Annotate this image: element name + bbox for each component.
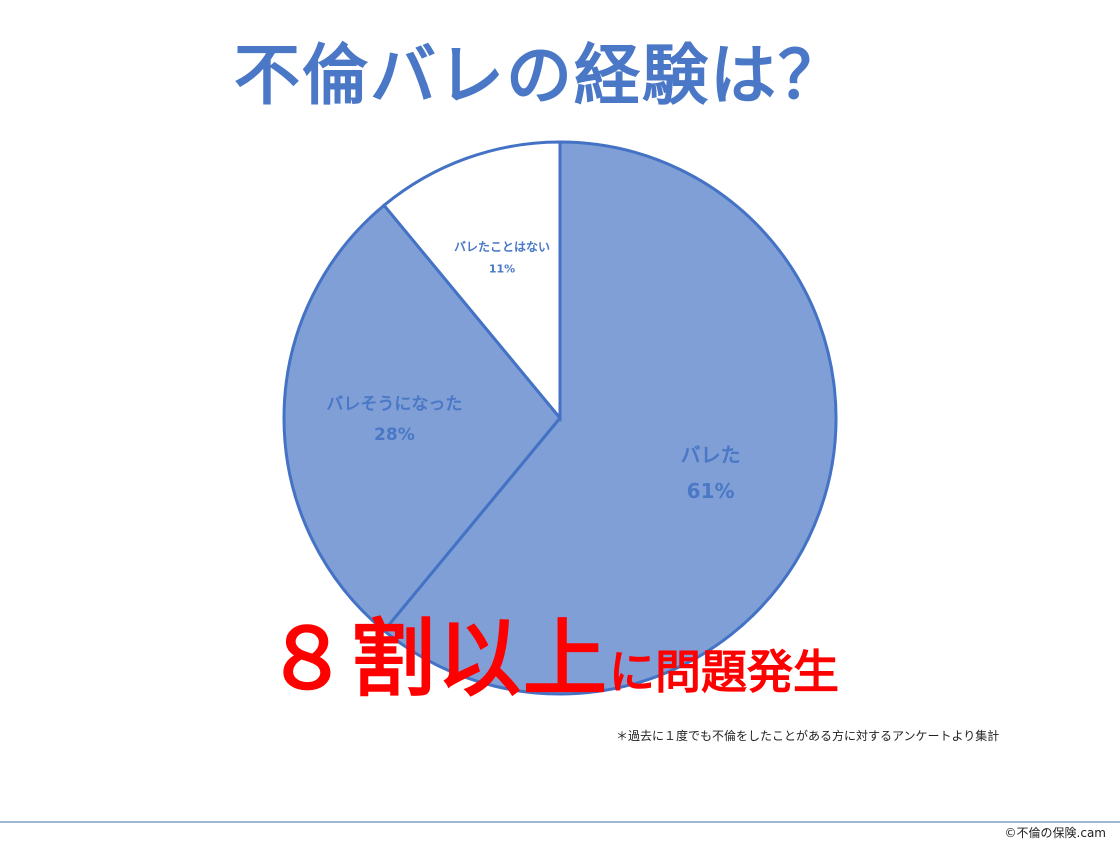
copyright: ©不倫の保険.cam (1004, 826, 1106, 840)
footer-divider (0, 821, 1120, 823)
headline: ８割以上に問題発生 (265, 592, 839, 713)
slice-label: バレた (681, 443, 741, 467)
headline-small: に問題発生 (609, 645, 840, 699)
headline-big: ８割以上 (265, 610, 610, 708)
pie-slice (381, 140, 562, 423)
footnote: ＊過去に１度でも不倫をしたことがある方に対するアンケートより集計 (616, 729, 1000, 743)
slice-value-label: 61% (687, 479, 735, 503)
slice-value-label: 28% (374, 425, 415, 445)
chart-title: 不倫バレの経験は？ (234, 37, 846, 114)
pie-slice (282, 203, 562, 633)
slice-label: バレたことはない (454, 240, 550, 254)
pie-slice (381, 140, 838, 696)
slice-value-label: 11% (489, 263, 515, 276)
slice-label: バレそうになった (326, 395, 462, 415)
